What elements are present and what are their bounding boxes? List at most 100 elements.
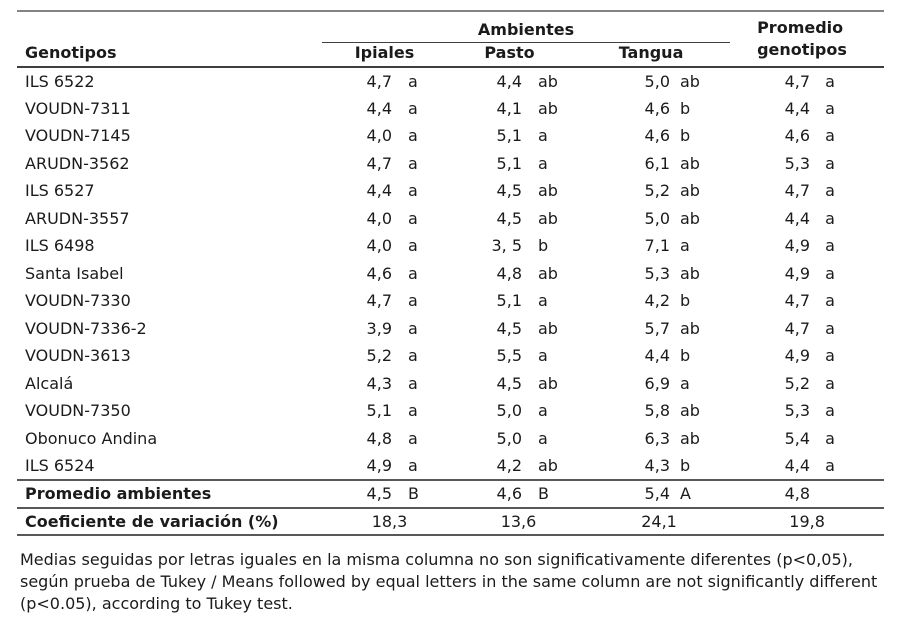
letter-cell: a bbox=[408, 346, 418, 366]
letter-cell: a bbox=[680, 236, 690, 256]
letter-cell: a bbox=[408, 428, 418, 448]
value-cell: 5,2 bbox=[366, 346, 392, 366]
value-cell: 4,5 bbox=[496, 318, 522, 338]
letter-cell: a bbox=[825, 373, 835, 393]
value-cell: 4,6 bbox=[644, 98, 670, 118]
value-cell: 4,4 bbox=[644, 346, 670, 366]
table-row: VOUDN-7330 4,7 a 5,1 a 4,2 b 4,7 a bbox=[17, 287, 884, 315]
letter-cell: a bbox=[408, 126, 418, 146]
value-cell: 4,4 bbox=[496, 71, 522, 91]
genotype-cell: Obonuco Andina bbox=[25, 428, 158, 448]
letter-cell: ab bbox=[538, 373, 558, 393]
value-cell: 4,5 bbox=[496, 181, 522, 201]
value-cell: 5,1 bbox=[366, 401, 392, 421]
letter-cell: a bbox=[538, 126, 548, 146]
value-cell: 5,2 bbox=[644, 181, 670, 201]
letter-cell bbox=[815, 480, 884, 508]
letter-cell: ab bbox=[680, 401, 700, 421]
letter-cell: ab bbox=[538, 208, 558, 228]
value-cell: 5,1 bbox=[496, 153, 522, 173]
value-cell: 4,1 bbox=[496, 98, 522, 118]
letter-cell: a bbox=[825, 455, 835, 475]
table-row: ARUDN-3562 4,7 a 5,1 a 6,1 ab 5,3 a bbox=[17, 150, 884, 178]
letter-cell: a bbox=[825, 208, 835, 228]
value-cell: 4,0 bbox=[366, 208, 392, 228]
table-row: ILS 6498 4,0 a 3, 5 b 7,1 a 4,9 a bbox=[17, 232, 884, 260]
genotype-cell: Santa Isabel bbox=[25, 263, 124, 283]
column-header-genotipos: Genotipos bbox=[17, 11, 322, 68]
table-row: Santa Isabel 4,6 a 4,8 ab 5,3 ab 4,9 a bbox=[17, 260, 884, 288]
letter-cell: a bbox=[825, 181, 835, 201]
letter-cell: a bbox=[825, 153, 835, 173]
cv-value-cell: 19,8 bbox=[789, 511, 825, 531]
letter-cell: a bbox=[538, 401, 548, 421]
genotype-cell: ILS 6522 bbox=[25, 71, 95, 91]
letter-cell: b bbox=[538, 236, 549, 256]
value-cell: 5,0 bbox=[644, 208, 670, 228]
genotype-cell: VOUDN-7311 bbox=[25, 98, 131, 118]
value-cell: 5,5 bbox=[496, 346, 522, 366]
letter-cell: ab bbox=[680, 71, 700, 91]
value-cell: 4,4 bbox=[366, 98, 392, 118]
letter-cell: ab bbox=[538, 318, 558, 338]
value-cell: 5,7 bbox=[644, 318, 670, 338]
value-cell: 4,4 bbox=[784, 208, 811, 228]
letter-cell: a bbox=[408, 291, 418, 311]
letter-cell: a bbox=[408, 373, 418, 393]
letter-cell: a bbox=[408, 208, 418, 228]
letter-cell: a bbox=[825, 318, 835, 338]
letter-cell: a bbox=[408, 153, 418, 173]
value-cell: 4,5 bbox=[366, 484, 392, 503]
genotype-cell: ILS 6524 bbox=[25, 455, 95, 475]
letter-cell: ab bbox=[538, 263, 558, 283]
genotype-environments-table: Genotipos Ambientes Promedio genotipos I… bbox=[17, 10, 885, 536]
table-row: ILS 6524 4,9 a 4,2 ab 4,3 b 4,4 a bbox=[17, 452, 884, 480]
cv-value-cell: 13,6 bbox=[500, 511, 537, 531]
letter-cell: a bbox=[825, 428, 835, 448]
value-cell: 5,3 bbox=[784, 153, 811, 173]
letter-cell: a bbox=[408, 181, 418, 201]
value-cell: 6,9 bbox=[644, 373, 670, 393]
genotype-cell: VOUDN-3613 bbox=[25, 346, 131, 366]
letter-cell: a bbox=[825, 346, 835, 366]
value-cell: 4,3 bbox=[366, 373, 392, 393]
column-header-pasto: Pasto bbox=[447, 42, 572, 68]
table-row: ARUDN-3557 4,0 a 4,5 ab 5,0 ab 4,4 a bbox=[17, 205, 884, 233]
table-summary: Promedio ambientes 4,5 B 4,6 B 5,4 A 4,8… bbox=[17, 479, 885, 535]
genotype-cell: ARUDN-3557 bbox=[25, 208, 130, 228]
cv-value-cell: 24,1 bbox=[641, 511, 677, 531]
table-row: VOUDN-7311 4,4 a 4,1 ab 4,6 b 4,4 a bbox=[17, 95, 884, 123]
value-cell: 4,4 bbox=[366, 181, 392, 201]
value-cell: 4,6 bbox=[784, 126, 811, 146]
letter-cell: a bbox=[825, 98, 835, 118]
value-cell: 3,9 bbox=[366, 318, 392, 338]
value-cell: 4,7 bbox=[784, 318, 811, 338]
table-row: ILS 6522 4,7 a 4,4 ab 5,0 ab 4,7 a bbox=[17, 67, 884, 95]
letter-cell: B bbox=[538, 484, 549, 503]
genotype-cell: VOUDN-7336-2 bbox=[25, 318, 147, 338]
genotype-cell: ILS 6498 bbox=[25, 236, 95, 256]
value-cell: 4,4 bbox=[784, 98, 811, 118]
value-cell: 4,7 bbox=[784, 71, 811, 91]
value-cell: 4,8 bbox=[496, 263, 522, 283]
value-cell: 4,2 bbox=[496, 455, 522, 475]
table-row: VOUDN-3613 5,2 a 5,5 a 4,4 b 4,9 a bbox=[17, 342, 884, 370]
table-row: ILS 6527 4,4 a 4,5 ab 5,2 ab 4,7 a bbox=[17, 177, 884, 205]
column-header-promedio-genotipos: Promedio genotipos bbox=[730, 11, 885, 68]
genotype-cell: ILS 6527 bbox=[25, 181, 95, 201]
value-cell: 6,1 bbox=[644, 153, 670, 173]
value-cell: 5,0 bbox=[644, 71, 670, 91]
genotype-cell: VOUDN-7330 bbox=[25, 291, 131, 311]
letter-cell: a bbox=[408, 263, 418, 283]
value-cell: 4,6 bbox=[644, 126, 670, 146]
letter-cell: a bbox=[825, 401, 835, 421]
table-row: Alcalá 4,3 a 4,5 ab 6,9 a 5,2 a bbox=[17, 370, 884, 398]
value-cell: 5,0 bbox=[496, 428, 522, 448]
letter-cell: ab bbox=[538, 98, 558, 118]
letter-cell: a bbox=[408, 401, 418, 421]
column-header-ipiales: Ipiales bbox=[322, 42, 447, 68]
value-cell: 4,4 bbox=[784, 455, 811, 475]
value-cell: 4,5 bbox=[496, 208, 522, 228]
value-cell: 5,0 bbox=[496, 401, 522, 421]
